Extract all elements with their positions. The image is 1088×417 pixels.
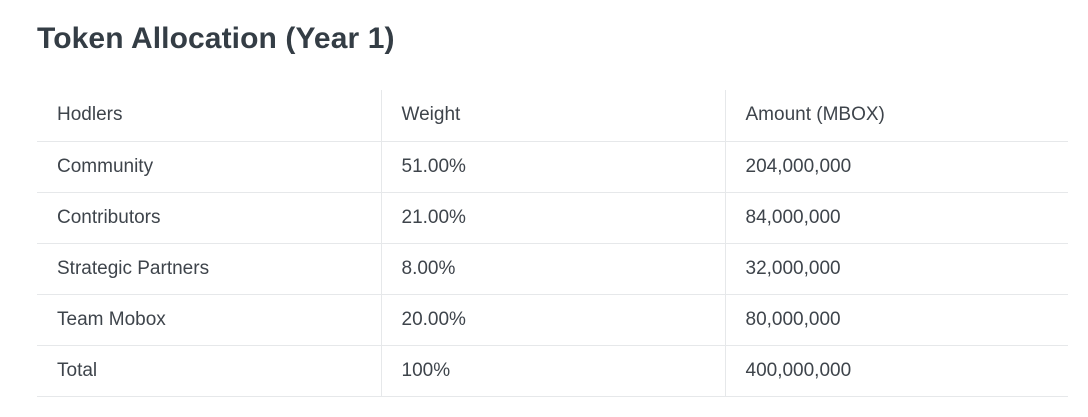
amount-cell: 400,000,000 — [724, 345, 1068, 397]
column-header-weight: Weight — [380, 90, 725, 142]
weight-cell: 100% — [380, 345, 725, 397]
hodler-cell: Team Mobox — [37, 294, 381, 346]
hodler-cell: Strategic Partners — [37, 243, 381, 295]
table-row: Community 51.00% 204,000,000 — [37, 141, 1068, 193]
table-row-total: Total 100% 400,000,000 — [37, 345, 1068, 397]
page-title: Token Allocation (Year 1) — [37, 22, 395, 55]
hodler-cell: Contributors — [37, 192, 381, 244]
table-header-row: Hodlers Weight Amount (MBOX) — [37, 90, 1068, 142]
weight-cell: 8.00% — [380, 243, 725, 295]
table-row: Strategic Partners 8.00% 32,000,000 — [37, 243, 1068, 295]
table-row: Team Mobox 20.00% 80,000,000 — [37, 294, 1068, 346]
table-row: Contributors 21.00% 84,000,000 — [37, 192, 1068, 244]
amount-cell: 204,000,000 — [724, 141, 1068, 193]
amount-cell: 32,000,000 — [724, 243, 1068, 295]
amount-cell: 80,000,000 — [724, 294, 1068, 346]
column-header-amount: Amount (MBOX) — [724, 90, 1068, 142]
amount-cell: 84,000,000 — [724, 192, 1068, 244]
column-header-hodlers: Hodlers — [37, 90, 381, 142]
weight-cell: 20.00% — [380, 294, 725, 346]
weight-cell: 21.00% — [380, 192, 725, 244]
weight-cell: 51.00% — [380, 141, 725, 193]
hodler-cell: Community — [37, 141, 381, 193]
hodler-cell: Total — [37, 345, 381, 397]
token-allocation-table: Hodlers Weight Amount (MBOX) Community 5… — [37, 90, 1068, 397]
